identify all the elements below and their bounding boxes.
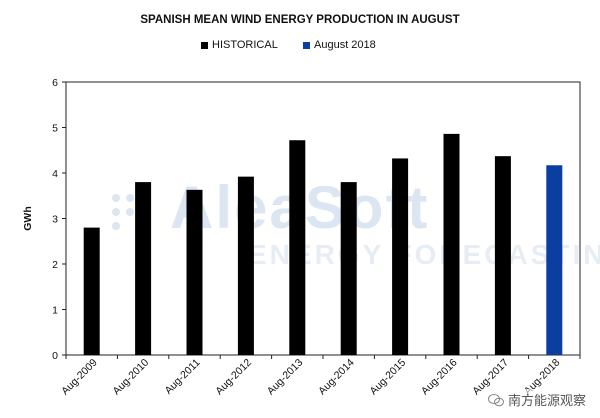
bar-historical-aug-2017 xyxy=(494,156,511,355)
bar-historical-aug-2014 xyxy=(340,182,357,355)
bar-historical-aug-2010 xyxy=(135,182,152,355)
wechat-icon xyxy=(487,393,504,406)
chart-title: SPANISH MEAN WIND ENERGY PRODUCTION IN A… xyxy=(140,14,460,26)
y-tick-label-3: 3 xyxy=(52,214,58,226)
bar-historical-aug-2011 xyxy=(186,189,203,355)
watermark-tagline: ENERGY FORECASTING xyxy=(248,239,600,270)
footer-text: 南方能源观察 xyxy=(507,393,586,408)
legend-item-historical: HISTORICAL xyxy=(201,39,278,51)
x-tick-label-aug-2012: Aug-2012 xyxy=(213,357,254,398)
bar-historical-aug-2013 xyxy=(289,140,306,355)
x-tick-label-aug-2010: Aug-2010 xyxy=(111,357,152,398)
legend-swatch-august-2018 xyxy=(303,41,310,49)
x-tick-label-aug-2015: Aug-2015 xyxy=(368,357,409,398)
y-tick-label-0: 0 xyxy=(52,350,58,362)
bar-historical-aug-2009 xyxy=(83,227,100,355)
x-tick-label-aug-2013: Aug-2013 xyxy=(265,357,306,398)
bar-historical-aug-2012 xyxy=(237,176,254,355)
bar-august-2018-aug-2018 xyxy=(546,165,563,355)
bar-historical-aug-2016 xyxy=(443,133,460,355)
y-tick-label-4: 4 xyxy=(52,168,58,180)
legend: HISTORICAL August 2018 xyxy=(0,39,600,53)
footer-badge: 南方能源观察 xyxy=(483,389,590,410)
legend-label-historical: HISTORICAL xyxy=(212,39,278,51)
y-axis-label: GWh xyxy=(22,206,34,231)
y-tick-label-1: 1 xyxy=(52,305,58,317)
bars xyxy=(83,133,563,355)
x-tick-label-aug-2009: Aug-2009 xyxy=(59,357,100,398)
y-tick-label-6: 6 xyxy=(52,77,58,89)
legend-label-august-2018: August 2018 xyxy=(314,39,376,51)
y-tick-label-5: 5 xyxy=(52,123,58,135)
y-tick-label-2: 2 xyxy=(52,259,58,271)
legend-item-august-2018: August 2018 xyxy=(303,39,376,51)
y-ticks: 0 1 2 3 4 5 6 xyxy=(52,77,66,362)
legend-swatch-historical xyxy=(201,41,208,49)
x-tick-label-aug-2011: Aug-2011 xyxy=(162,357,202,397)
x-tick-label-aug-2014: Aug-2014 xyxy=(316,357,357,398)
bar-historical-aug-2015 xyxy=(392,158,409,355)
x-tick-label-aug-2016: Aug-2016 xyxy=(419,357,460,398)
